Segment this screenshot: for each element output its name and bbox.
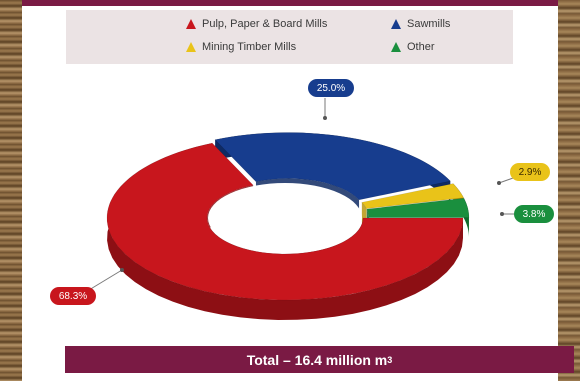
legend-marker-mining-icon	[186, 42, 196, 52]
legend-item-other: Other	[391, 39, 435, 55]
data-label-sawmills: 25.0%	[308, 79, 354, 97]
legend-marker-sawmills-icon	[391, 19, 401, 29]
slice-0	[106, 142, 464, 301]
legend-label-pulp: Pulp, Paper & Board Mills	[202, 18, 328, 30]
slice-3	[366, 197, 470, 218]
leader-sawmills-dot	[323, 116, 327, 120]
data-label-pulp: 68.3%	[50, 287, 96, 305]
total-text: Total – 16.4 million m	[246, 351, 388, 368]
leader-pulp-dot	[120, 268, 124, 272]
legend-item-mining: Mining Timber Mills	[186, 39, 296, 55]
wood-texture-right	[558, 0, 580, 381]
donut-hole	[208, 183, 362, 253]
legend-label-mining: Mining Timber Mills	[202, 41, 297, 53]
chart-legend: Pulp, Paper & Board Mills Sawmills Minin…	[66, 10, 513, 64]
header-strip	[22, 0, 558, 6]
data-label-mining: 2.9%	[510, 163, 550, 181]
donut-chart	[83, 98, 534, 320]
legend-marker-other-icon	[391, 42, 401, 52]
legend-marker-pulp-icon	[186, 19, 196, 29]
data-label-other: 3.8%	[514, 205, 554, 223]
slice-1	[214, 132, 451, 201]
total-unit-superscript: 3	[387, 354, 393, 365]
leader-mining-dot	[497, 181, 501, 185]
slice-2	[361, 183, 465, 209]
legend-item-pulp: Pulp, Paper & Board Mills	[186, 16, 327, 32]
legend-item-sawmills: Sawmills	[391, 16, 450, 32]
chart-stage: Pulp, Paper & Board Mills Sawmills Minin…	[22, 0, 574, 381]
legend-label-sawmills: Sawmills	[407, 18, 451, 30]
leader-other-dot	[500, 212, 504, 216]
wood-texture-left	[0, 0, 22, 381]
legend-label-other: Other	[407, 41, 435, 53]
